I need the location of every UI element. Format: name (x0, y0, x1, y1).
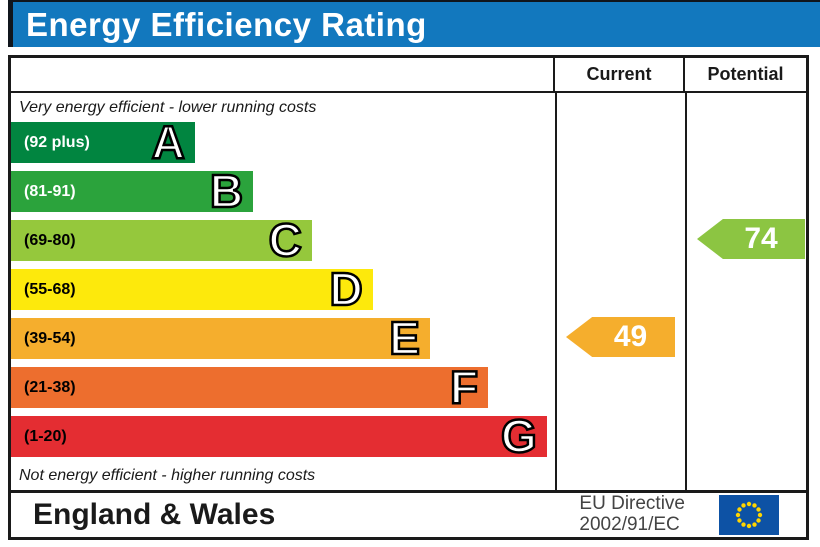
eu-flag-icon (719, 495, 779, 535)
potential-rating-value: 74 (744, 222, 778, 255)
band-letter-b: B (209, 165, 245, 217)
column-header-potential: Potential (707, 64, 784, 84)
band-letter-d: D (328, 263, 364, 315)
top-note: Very energy efficient - lower running co… (19, 99, 317, 116)
potential-rating-arrow: 74 (697, 219, 805, 259)
band-range-a: (92 plus) (24, 133, 90, 151)
eu-directive-label: EU Directive 2002/91/EC (579, 493, 685, 536)
bottom-note: Not energy efficient - higher running co… (19, 467, 316, 484)
band-letter-c: C (267, 214, 303, 266)
current-rating-arrow: 49 (566, 317, 675, 357)
band-letter-g: G (500, 410, 538, 462)
band-row-b: (81-91) B (11, 165, 254, 217)
band-row-f: (21-38) F (11, 361, 489, 413)
band-letter-e: E (388, 312, 421, 364)
region-label: England & Wales (33, 498, 276, 531)
table-header-row: Current Potential (11, 58, 806, 93)
table-footer-row: England & Wales EU Directive 2002/91/EC (11, 490, 806, 537)
title-bar: Energy Efficiency Rating (8, 0, 820, 47)
column-header-current: Current (555, 58, 685, 91)
band-row-d: (55-68) D (11, 263, 373, 315)
band-row-c: (69-80) C (11, 214, 312, 266)
eu-directive-line1: EU Directive (579, 493, 685, 515)
band-range-g: (1-20) (24, 427, 67, 445)
band-range-f: (21-38) (24, 378, 76, 396)
table-body: Very energy efficient - lower running co… (11, 93, 806, 490)
column-divider-potential (685, 93, 687, 490)
band-letter-a: A (150, 116, 186, 168)
band-row-a: (92 plus) A (11, 116, 195, 168)
band-range-d: (55-68) (24, 280, 76, 298)
band-range-b: (81-91) (24, 182, 76, 200)
current-rating-value: 49 (613, 320, 648, 353)
band-row-g: (1-20) G (11, 410, 547, 462)
band-range-c: (69-80) (24, 231, 76, 249)
band-range-e: (39-54) (24, 329, 76, 347)
column-divider-current (555, 93, 557, 490)
band-letter-f: F (449, 361, 480, 413)
header-spacer-cell (11, 58, 555, 91)
rating-table: Current Potential Very energy efficient … (8, 55, 809, 540)
eu-directive-line2: 2002/91/EC (579, 514, 680, 535)
band-row-e: (39-54) E (11, 312, 430, 364)
rating-scale: Very energy efficient - lower running co… (11, 93, 555, 487)
page-title: Energy Efficiency Rating (26, 5, 427, 43)
